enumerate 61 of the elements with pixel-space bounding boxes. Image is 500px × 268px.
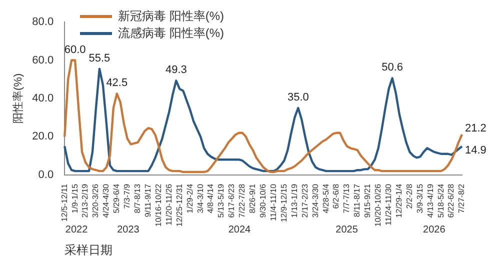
data-label: 14.9 (465, 144, 486, 156)
text: 2026 (423, 224, 446, 236)
x-tick-label: 11/24-11/30 (384, 183, 393, 226)
x-tick-label: 9/15-9/21 (363, 183, 372, 218)
x-tick-label: 2/17-2/23 (300, 183, 310, 218)
text: 2022 (65, 224, 88, 236)
x-tick-label: 12/29-1/4 (394, 183, 404, 218)
x-tick-label: 5/18-5/24 (436, 183, 446, 218)
x-tick-label: 8/11-8/17 (352, 183, 362, 218)
x-tick-label: 8/7-8/13 (133, 183, 142, 214)
x-axis-title: 采样日期 (64, 243, 113, 258)
x-tick-label: 1/29-2/4 (185, 183, 194, 214)
y-axis-title: 阳性率(%) (12, 73, 25, 124)
x-tick-label: 6/2-6/8 (332, 183, 341, 209)
x-tick-label: 2/13-2/19 (80, 183, 90, 218)
x-tick-label: 3/4-3/10 (196, 183, 205, 214)
text: 2023 (117, 224, 140, 236)
data-label: 60.0 (64, 44, 86, 56)
x-tick-label: 1/9-1/15 (70, 183, 80, 214)
x-tick-label: 9/30-10/6 (258, 183, 268, 218)
x-tick-label: 4/13-4/19 (426, 183, 435, 218)
x-tick-label: 4/8-4/14 (206, 183, 216, 214)
text: 2024 (228, 224, 252, 236)
x-tick-label: 9/11-9/17 (143, 183, 152, 218)
x-tick-label: 5/29-6/4 (112, 183, 122, 214)
text: 2025 (336, 224, 358, 236)
x-tick-label: 7/22-7/28 (238, 183, 247, 218)
x-tick-label: 6/17-6/23 (227, 183, 236, 218)
legend-label: 新冠病毒 阳性率(%) (118, 8, 224, 25)
y-tick-label: 20.0 (32, 130, 54, 143)
x-tick-label: 12/5-12/11 (60, 183, 69, 222)
y-tick-label: 40.0 (32, 92, 54, 104)
legend-label: 流感病毒 阳性率(%) (118, 25, 224, 42)
y-tick-label: 80.0 (32, 16, 54, 28)
x-tick-label: 7/27-8/2 (457, 183, 466, 214)
x-tick-label: 3/20-3/26 (91, 183, 100, 218)
data-label: 50.6 (382, 62, 403, 74)
x-tick-label: 11/20-11/26 (164, 183, 174, 226)
x-tick-label: 4/28-5/4 (321, 183, 330, 214)
data-label: 42.5 (106, 77, 128, 90)
x-tick-label: 5/13-5/19 (216, 183, 226, 218)
x-tick-label: 8/26-9/1 (248, 183, 258, 214)
x-tick-label: 10/20-10/26 (374, 183, 383, 227)
x-tick-label: 3/24-3/30 (310, 183, 320, 218)
x-tick-label: 12/25-12/31 (174, 183, 184, 227)
x-tick-label: 7/7-7/13 (342, 183, 352, 214)
data-label: 35.0 (287, 92, 309, 104)
y-tick-label: 60.0 (32, 54, 54, 66)
x-tick-label: 6/22-6/28 (446, 183, 456, 218)
x-tick-label: 3/9-3/15 (415, 183, 424, 214)
x-tick-label: 4/24-4/30 (102, 183, 111, 218)
y-tick-label: 0.0 (38, 168, 54, 181)
x-tick-label: 11/4-11/10 (268, 183, 278, 221)
x-tick-label: 2/2-2/8 (404, 183, 414, 209)
data-label: 49.3 (165, 64, 187, 76)
x-tick-label: 12/9-12/15 (279, 183, 288, 222)
data-label: 21.2 (465, 122, 486, 134)
data-label: 55.5 (88, 52, 110, 64)
x-tick-label: 7/3-7/9 (122, 183, 132, 209)
x-tick-label: 10/16-10/22 (154, 183, 163, 227)
x-tick-label: 1/13-1/19 (290, 183, 299, 218)
